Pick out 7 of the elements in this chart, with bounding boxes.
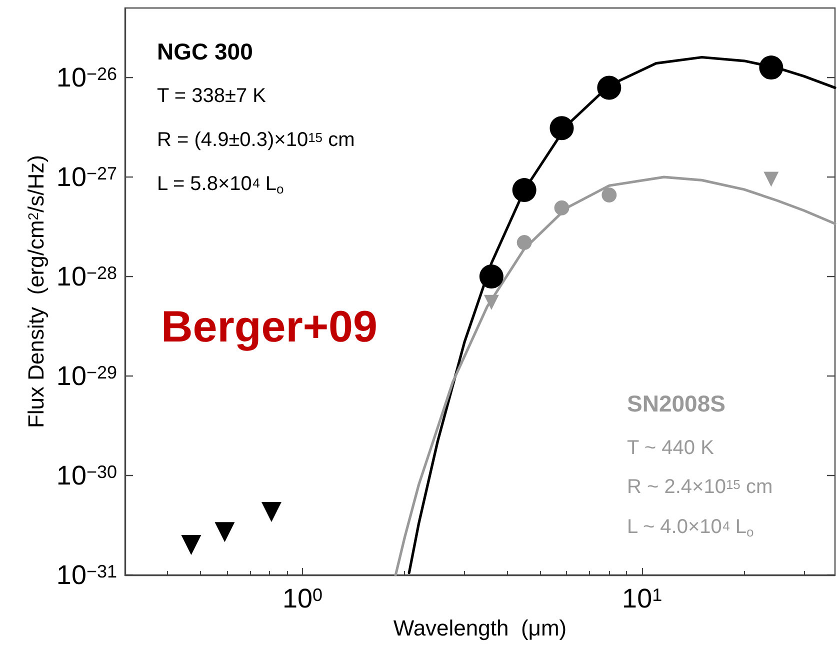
annotation: NGC 300 — [157, 38, 253, 64]
annotation: SN2008S — [627, 390, 726, 416]
y-axis-title: Flux Density (erg/cm2/s/Hz) — [24, 154, 48, 428]
annotation: Berger+09 — [161, 302, 378, 352]
annotation: T ~ 440 K — [627, 437, 715, 459]
annotation: T = 338±7 K — [157, 85, 267, 107]
x-axis-title: Wavelength (μm) — [393, 616, 567, 640]
